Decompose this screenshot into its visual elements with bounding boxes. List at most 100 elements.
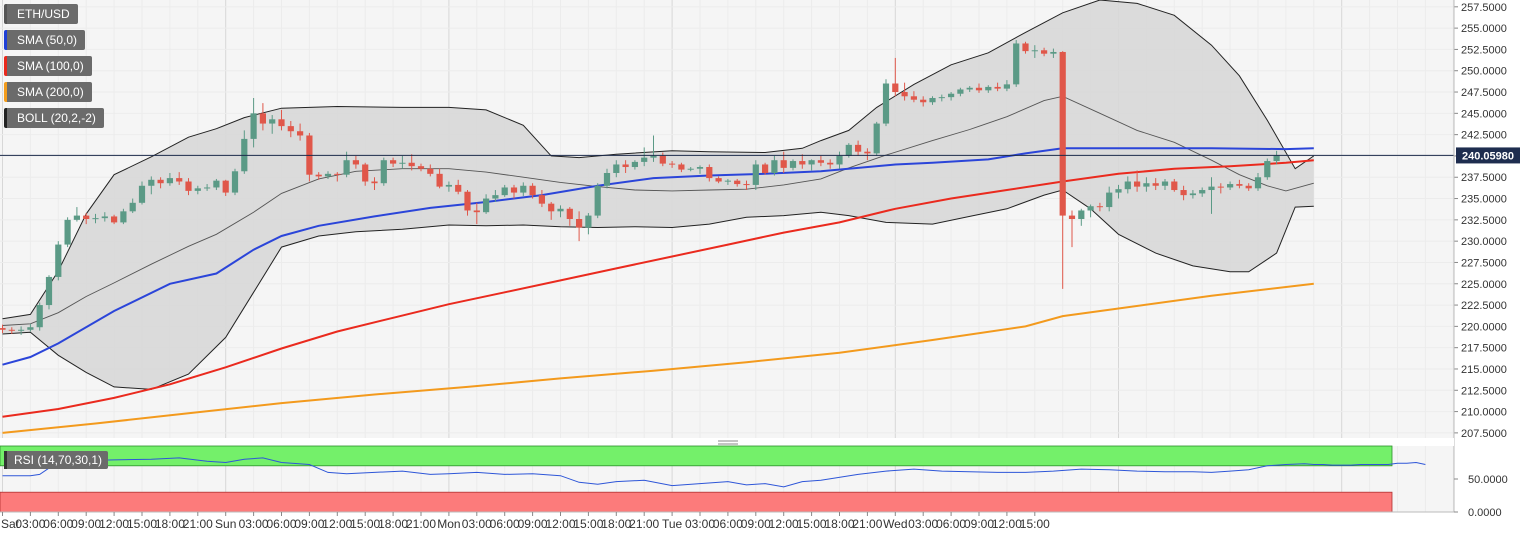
candle bbox=[836, 151, 843, 169]
candle-body bbox=[343, 160, 350, 175]
candle bbox=[148, 176, 155, 195]
candle bbox=[1199, 187, 1206, 197]
candle-body bbox=[1022, 43, 1029, 52]
candle bbox=[882, 79, 890, 127]
candle-body bbox=[1161, 181, 1169, 186]
candle bbox=[576, 211, 583, 242]
candle-body bbox=[1236, 184, 1243, 186]
candle bbox=[259, 103, 266, 131]
current-price-value: 240.05980 bbox=[1462, 150, 1514, 162]
x-tick-label: 15:00 bbox=[350, 517, 380, 531]
candle bbox=[157, 177, 164, 189]
x-tick-label: 09:00 bbox=[518, 517, 548, 531]
candle bbox=[901, 82, 908, 101]
candle bbox=[1013, 40, 1020, 87]
candle bbox=[306, 132, 313, 182]
candle-body bbox=[250, 113, 257, 139]
candle bbox=[185, 178, 192, 196]
candle bbox=[278, 109, 285, 131]
candle bbox=[8, 327, 15, 335]
candle-body bbox=[464, 191, 471, 211]
y-tick-label: 220.0000 bbox=[1461, 321, 1507, 333]
candle bbox=[659, 152, 666, 167]
candle-body bbox=[557, 208, 564, 212]
candle-body bbox=[585, 215, 592, 228]
candle bbox=[1189, 190, 1196, 199]
candle bbox=[892, 57, 899, 97]
legend-entry[interactable]: BOLL (20,2,-2) bbox=[4, 108, 104, 128]
candle bbox=[938, 94, 945, 102]
candle bbox=[752, 160, 759, 191]
candle-body bbox=[538, 195, 545, 204]
bollinger-lower-line bbox=[2, 189, 1314, 390]
candle-body bbox=[817, 160, 824, 163]
y-axis: 257.5000 255.0000 252.5000 250.0000 247.5000… bbox=[1454, 2, 1507, 440]
y-tick-label: 227.5000 bbox=[1461, 257, 1507, 269]
candle bbox=[585, 213, 592, 235]
candle bbox=[706, 164, 713, 182]
candle bbox=[1152, 178, 1159, 191]
candle-body bbox=[901, 92, 908, 97]
candle-body bbox=[780, 160, 787, 168]
candle-body bbox=[1189, 193, 1196, 196]
legend-entry[interactable]: ETH/USD bbox=[4, 4, 78, 24]
x-tick-label: 03:00 bbox=[462, 517, 492, 531]
legend-entry[interactable]: SMA (100,0) bbox=[4, 56, 92, 76]
candle-body bbox=[669, 163, 676, 165]
candle-body bbox=[1059, 51, 1066, 216]
candle-body bbox=[678, 164, 685, 170]
candle-body bbox=[799, 161, 806, 165]
y-tick-label: 255.0000 bbox=[1461, 23, 1507, 35]
candle-body bbox=[455, 184, 462, 192]
candle-body bbox=[696, 167, 704, 169]
candle bbox=[1236, 179, 1243, 189]
candle bbox=[957, 87, 964, 97]
legend-entry[interactable]: SMA (200,0) bbox=[4, 82, 92, 102]
candle bbox=[603, 168, 611, 189]
x-tick-label: 15:00 bbox=[1020, 517, 1050, 531]
candle-body bbox=[120, 211, 127, 223]
candle-body bbox=[1115, 189, 1122, 193]
candle bbox=[557, 205, 564, 218]
candle bbox=[724, 178, 731, 185]
rsi-y-tick-label: 50.0000 bbox=[1468, 474, 1508, 486]
candle-body bbox=[1013, 43, 1020, 85]
rsi-label-box bbox=[4, 451, 108, 469]
candle bbox=[445, 181, 452, 192]
legend-entry[interactable]: SMA (50,0) bbox=[4, 30, 86, 50]
y-tick-label: 237.5000 bbox=[1461, 172, 1507, 184]
x-tick-label: 18:00 bbox=[155, 517, 185, 531]
candle bbox=[715, 176, 722, 184]
candle-body bbox=[1003, 84, 1010, 89]
candle bbox=[399, 155, 406, 169]
candle-body bbox=[259, 113, 266, 124]
candle bbox=[380, 157, 387, 186]
candle-body bbox=[957, 89, 964, 94]
candle-body bbox=[920, 99, 927, 103]
candle bbox=[55, 241, 62, 281]
x-tick-label: Mon bbox=[437, 517, 460, 531]
candle bbox=[1124, 176, 1131, 194]
candle-body bbox=[762, 164, 769, 173]
x-tick-label: 18:00 bbox=[601, 517, 631, 531]
sma200-line bbox=[2, 282, 1314, 434]
candle-body bbox=[845, 144, 852, 156]
candle bbox=[613, 160, 620, 178]
candle-body bbox=[483, 198, 490, 213]
candle-body bbox=[910, 96, 917, 100]
bollinger-middle-line bbox=[2, 95, 1314, 326]
x-tick-label: 03:00 bbox=[239, 517, 269, 531]
candle-body bbox=[83, 215, 90, 219]
candle bbox=[641, 147, 648, 167]
candle-body bbox=[864, 151, 871, 154]
candle-body bbox=[929, 97, 936, 103]
candle-body bbox=[548, 203, 555, 212]
candle-body bbox=[659, 155, 666, 164]
candle-body bbox=[176, 178, 183, 182]
candle bbox=[817, 155, 824, 167]
candle bbox=[799, 154, 806, 169]
candle bbox=[994, 82, 1001, 92]
candle bbox=[417, 163, 425, 172]
candle-body bbox=[73, 215, 80, 220]
candle bbox=[1050, 48, 1057, 58]
